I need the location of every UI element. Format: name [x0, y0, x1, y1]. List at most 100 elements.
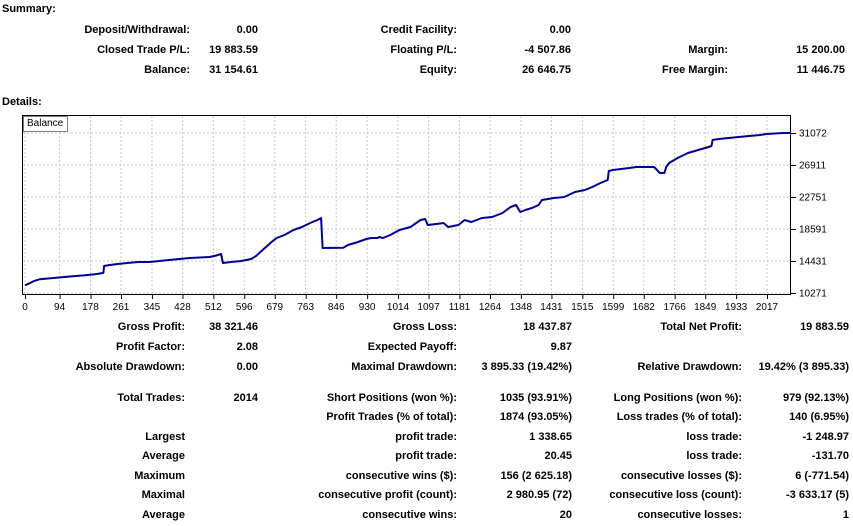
balance-label: Balance:: [144, 64, 190, 76]
svg-text:31072: 31072: [799, 129, 827, 140]
svg-text:345: 345: [144, 302, 161, 313]
short-positions-value: 1035 (93.91%): [499, 392, 572, 404]
svg-text:26911: 26911: [799, 161, 827, 172]
balance-chart-plot: 0 94 178 261 345 428 512 596 679 763 846 930 1014 109…: [22, 115, 827, 313]
total-trades-value: 2014: [233, 392, 258, 404]
svg-text:679: 679: [266, 302, 283, 313]
credit-facility-value: 0.00: [549, 24, 571, 36]
gross-loss-label: Gross Loss:: [392, 321, 457, 333]
floating-pl-label: Floating P/L:: [390, 44, 457, 56]
svg-text:1348: 1348: [510, 302, 533, 313]
loss-trades-label: Loss trades (% of total):: [616, 411, 742, 423]
margin-label: Margin:: [688, 44, 728, 56]
maximum-row-label: Maximum: [134, 470, 185, 482]
max-consecutive-losses-value: 6 (-771.54): [795, 470, 849, 482]
long-positions-value: 979 (92.13%): [782, 392, 849, 404]
average-loss-trade-label: loss trade:: [686, 450, 742, 462]
closed-trade-pl-value: 19 883.59: [209, 44, 258, 56]
largest-row-label: Largest: [145, 431, 185, 443]
svg-text:261: 261: [113, 302, 130, 313]
relative-drawdown-label: Relative Drawdown:: [637, 361, 742, 373]
profit-factor-label: Profit Factor:: [115, 341, 185, 353]
max-consecutive-losses-label: consecutive losses ($):: [620, 470, 742, 482]
svg-text:1097: 1097: [417, 302, 440, 313]
profit-factor-value: 2.08: [236, 341, 258, 353]
maximal-drawdown-label: Maximal Drawdown:: [351, 361, 457, 373]
equity-value: 26 646.75: [522, 64, 571, 76]
gross-loss-value: 18 437.87: [523, 321, 572, 333]
maximal-row-label: Maximal: [141, 489, 185, 501]
credit-facility-label: Credit Facility:: [380, 24, 457, 36]
expected-payoff-label: Expected Payoff:: [367, 341, 457, 353]
chart-legend-balance: Balance: [23, 116, 69, 132]
total-trades-label: Total Trades:: [117, 392, 185, 404]
largest-loss-trade-label: loss trade:: [686, 431, 742, 443]
svg-text:14431: 14431: [799, 257, 827, 268]
max-consecutive-wins-value: 156 (2 625.18): [500, 470, 572, 482]
avg-consecutive-losses-label: consecutive losses:: [637, 509, 742, 521]
largest-profit-trade-value: 1 338.65: [529, 431, 572, 443]
largest-loss-trade-value: -1 248.97: [802, 431, 849, 443]
summary-title: Summary:: [2, 3, 56, 15]
free-margin-value: 11 446.75: [796, 64, 845, 76]
details-title: Details:: [2, 96, 42, 108]
svg-text:1682: 1682: [633, 302, 656, 313]
svg-text:1181: 1181: [449, 302, 471, 313]
svg-text:1849: 1849: [694, 302, 717, 313]
loss-trades-value: 140 (6.95%): [789, 411, 849, 423]
svg-text:428: 428: [174, 302, 191, 313]
avg-consecutive-losses-value: 1: [842, 509, 849, 521]
svg-text:1014: 1014: [387, 302, 410, 313]
svg-text:1515: 1515: [571, 302, 594, 313]
average-profit-trade-value: 20.45: [544, 450, 572, 462]
svg-text:930: 930: [359, 302, 376, 313]
svg-text:18591: 18591: [799, 225, 827, 236]
absolute-drawdown-value: 0.00: [236, 361, 258, 373]
total-net-profit-label: Total Net Profit:: [660, 321, 742, 333]
svg-text:1264: 1264: [479, 302, 502, 313]
average-row-label: Average: [141, 450, 185, 462]
svg-text:0: 0: [22, 302, 28, 313]
average2-row-label: Average: [141, 509, 185, 521]
svg-text:763: 763: [297, 302, 314, 313]
expected-payoff-value: 9.87: [550, 341, 572, 353]
maximal-consecutive-profit-label: consecutive profit (count):: [318, 489, 457, 501]
gross-profit-value: 38 321.46: [209, 321, 258, 333]
avg-consecutive-wins-value: 20: [559, 509, 572, 521]
profit-trades-value: 1874 (93.05%): [499, 411, 572, 423]
margin-value: 15 200.00: [796, 44, 845, 56]
svg-text:2017: 2017: [756, 302, 779, 313]
free-margin-label: Free Margin:: [661, 64, 728, 76]
relative-drawdown-value: 19.42% (3 895.33): [758, 361, 849, 373]
total-net-profit-value: 19 883.59: [800, 321, 849, 333]
deposit-withdrawal-label: Deposit/Withdrawal:: [84, 24, 190, 36]
svg-text:846: 846: [328, 302, 345, 313]
svg-text:178: 178: [82, 302, 99, 313]
short-positions-label: Short Positions (won %):: [326, 392, 457, 404]
svg-text:512: 512: [205, 302, 222, 313]
profit-trades-label: Profit Trades (% of total):: [326, 411, 457, 423]
maximal-consecutive-loss-label: consecutive loss (count):: [609, 489, 742, 501]
balance-chart: 0 94 178 261 345 428 512 596 679 763 846 930 1014 109…: [22, 115, 853, 315]
largest-profit-trade-label: profit trade:: [395, 431, 457, 443]
equity-label: Equity:: [419, 64, 457, 76]
gross-profit-label: Gross Profit:: [117, 321, 185, 333]
floating-pl-value: -4 507.86: [524, 44, 571, 56]
svg-text:1599: 1599: [602, 302, 625, 313]
maximal-consecutive-loss-value: -3 633.17 (5): [786, 489, 849, 501]
svg-text:1431: 1431: [540, 302, 563, 313]
avg-consecutive-wins-label: consecutive wins:: [362, 509, 457, 521]
absolute-drawdown-label: Absolute Drawdown:: [75, 361, 185, 373]
closed-trade-pl-label: Closed Trade P/L:: [97, 44, 190, 56]
max-consecutive-wins-label: consecutive wins ($):: [345, 470, 457, 482]
deposit-withdrawal-value: 0.00: [236, 24, 258, 36]
svg-text:1933: 1933: [725, 302, 748, 313]
maximal-consecutive-profit-value: 2 980.95 (72): [506, 489, 572, 501]
average-loss-trade-value: -131.70: [811, 450, 849, 462]
maximal-drawdown-value: 3 895.33 (19.42%): [481, 361, 572, 373]
average-profit-trade-label: profit trade:: [395, 450, 457, 462]
svg-text:596: 596: [236, 302, 253, 313]
svg-text:22751: 22751: [799, 193, 827, 204]
balance-value: 31 154.61: [209, 64, 258, 76]
